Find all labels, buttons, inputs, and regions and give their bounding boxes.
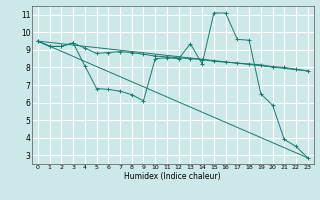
X-axis label: Humidex (Indice chaleur): Humidex (Indice chaleur) [124, 172, 221, 181]
